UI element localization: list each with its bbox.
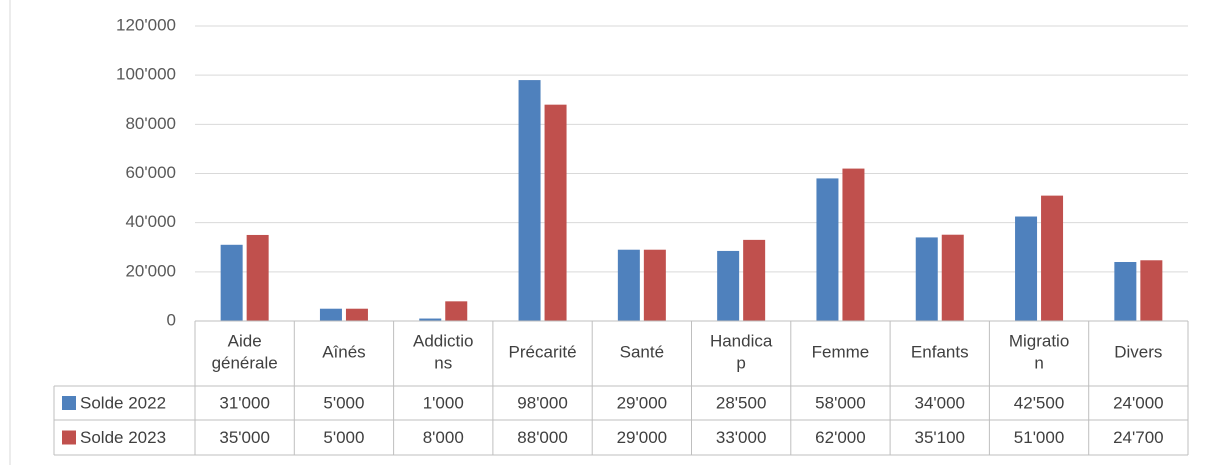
bar — [345, 308, 368, 321]
table-value: 98'000 — [517, 393, 568, 412]
label-line: Précarité — [509, 343, 577, 362]
table-value: 28'500 — [716, 393, 767, 412]
table-value: 42'500 — [1014, 393, 1065, 412]
bar — [1041, 195, 1064, 321]
x-tick-label: Aînés — [322, 343, 365, 362]
table-value: 1'000 — [423, 393, 464, 412]
legend-label: Solde 2022 — [80, 393, 166, 412]
y-tick-label: 120'000 — [116, 15, 176, 34]
bar — [617, 249, 640, 321]
x-tick-label: Santé — [620, 343, 664, 362]
table-value: 88'000 — [517, 428, 568, 447]
bar — [1114, 262, 1137, 321]
bar — [246, 234, 269, 321]
label-line: ns — [434, 354, 452, 373]
bar — [544, 104, 567, 322]
bar — [445, 301, 468, 321]
label-line: Migratio — [1009, 332, 1069, 351]
table-value: 29'000 — [617, 393, 668, 412]
table-value: 5'000 — [323, 393, 364, 412]
label-line: Santé — [620, 343, 664, 362]
bar — [319, 308, 342, 321]
bar — [816, 178, 839, 321]
label-line: Divers — [1114, 343, 1162, 362]
bar — [1015, 216, 1038, 321]
label-line: Addictio — [413, 332, 473, 351]
y-tick-label: 20'000 — [125, 261, 176, 280]
table-value: 29'000 — [617, 428, 668, 447]
label-line: Handica — [710, 332, 773, 351]
table-value: 34'000 — [914, 393, 965, 412]
table-value: 5'000 — [323, 428, 364, 447]
table-value: 24'700 — [1113, 428, 1164, 447]
table-value: 24'000 — [1113, 393, 1164, 412]
y-tick-label: 40'000 — [125, 212, 176, 231]
label-line: p — [736, 354, 745, 373]
label-line: Enfants — [911, 343, 969, 362]
bar — [518, 80, 541, 321]
label-line: Aînés — [322, 343, 365, 362]
y-tick-label: 80'000 — [125, 114, 176, 133]
table-value: 35'000 — [219, 428, 270, 447]
legend-key — [62, 396, 76, 410]
table-value: 31'000 — [219, 393, 270, 412]
table-value: 62'000 — [815, 428, 866, 447]
legend-key — [62, 430, 76, 445]
x-tick-label: Divers — [1114, 343, 1162, 362]
y-tick-label: 0 — [167, 310, 176, 329]
y-tick-label: 100'000 — [116, 65, 176, 84]
y-tick-label: 60'000 — [125, 163, 176, 182]
label-line: n — [1034, 354, 1043, 373]
label-line: Aide — [228, 332, 262, 351]
bar — [717, 250, 740, 321]
x-tick-label: Addictio ns — [413, 332, 473, 373]
label-line: générale — [212, 354, 278, 373]
table-value: 35'100 — [914, 428, 965, 447]
x-tick-label: Handica p — [710, 332, 773, 373]
label-line: Femme — [812, 343, 870, 362]
x-tick-label: Précarité — [509, 343, 577, 362]
x-tick-label: Femme — [812, 343, 870, 362]
legend-label: Solde 2023 — [80, 428, 166, 447]
bar — [220, 244, 243, 321]
bar — [915, 237, 938, 321]
x-tick-label: Enfants — [911, 343, 969, 362]
bar — [842, 168, 865, 321]
table-value: 51'000 — [1014, 428, 1065, 447]
bar — [941, 234, 964, 321]
bar — [643, 249, 666, 321]
table-value: 33'000 — [716, 428, 767, 447]
table-value: 8'000 — [423, 428, 464, 447]
table-value: 58'000 — [815, 393, 866, 412]
bar — [1140, 260, 1163, 321]
x-tick-label: Migratio n — [1009, 332, 1069, 373]
x-tick-label: Aide générale — [212, 332, 278, 373]
bar — [743, 239, 766, 321]
bar — [419, 318, 442, 321]
